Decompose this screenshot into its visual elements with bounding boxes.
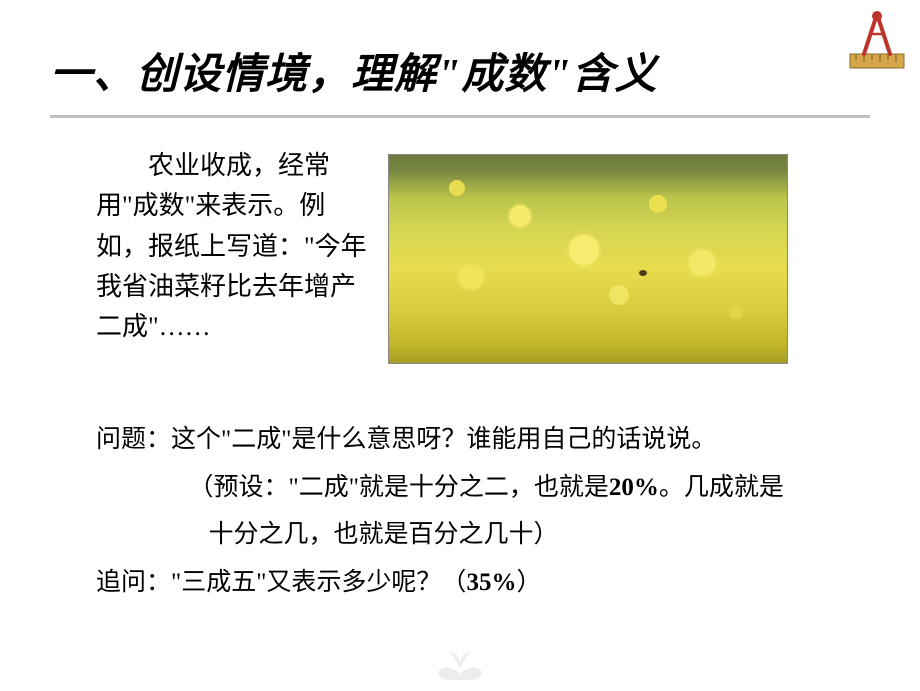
title-divider <box>50 115 870 118</box>
content-row: 农业收成，经常用"成数"来表示。例如，报纸上写道："今年我省油菜籽比去年增产二成… <box>50 146 870 364</box>
hands-plant-icon <box>430 638 490 686</box>
followup-close: ） <box>516 569 541 596</box>
qa-block: 问题：这个"二成"是什么意思呀？谁能用自己的话说说。 （预设："二成"就是十分之… <box>50 416 870 606</box>
intro-paragraph: 农业收成，经常用"成数"来表示。例如，报纸上写道："今年我省油菜籽比去年增产二成… <box>50 146 370 347</box>
question-text: 这个"二成"是什么意思呀？谁能用自己的话说说。 <box>171 426 716 453</box>
question-label: 问题： <box>96 426 171 453</box>
followup-text: "三成五"又表示多少呢？（ <box>171 569 466 596</box>
preset-open: （预设："二成"就是十分之二，也就是 <box>189 474 609 501</box>
slide: 一、创设情境，理解"成数"含义 农业收成，经常用"成数"来表示。例如，报纸上写道… <box>0 0 920 690</box>
preset-pct-20: 20% <box>609 474 659 501</box>
preset-mid: 。几成就是 <box>659 474 784 501</box>
slide-title: 一、创设情境，理解"成数"含义 <box>50 40 870 101</box>
rapeseed-field-image <box>388 154 788 364</box>
followup-label: 追问： <box>96 569 171 596</box>
preset-line-2: 十分之几，也就是百分之几十） <box>96 511 870 559</box>
followup-line: 追问："三成五"又表示多少呢？（35%） <box>96 559 870 607</box>
preset-line2-text: 十分之几，也就是百分之几十） <box>209 521 559 548</box>
compass-ruler-icon <box>842 6 912 76</box>
question-line: 问题：这个"二成"是什么意思呀？谁能用自己的话说说。 <box>96 416 870 464</box>
preset-line-1: （预设："二成"就是十分之二，也就是20%。几成就是 <box>96 464 870 512</box>
followup-pct-35: 35% <box>466 569 516 596</box>
